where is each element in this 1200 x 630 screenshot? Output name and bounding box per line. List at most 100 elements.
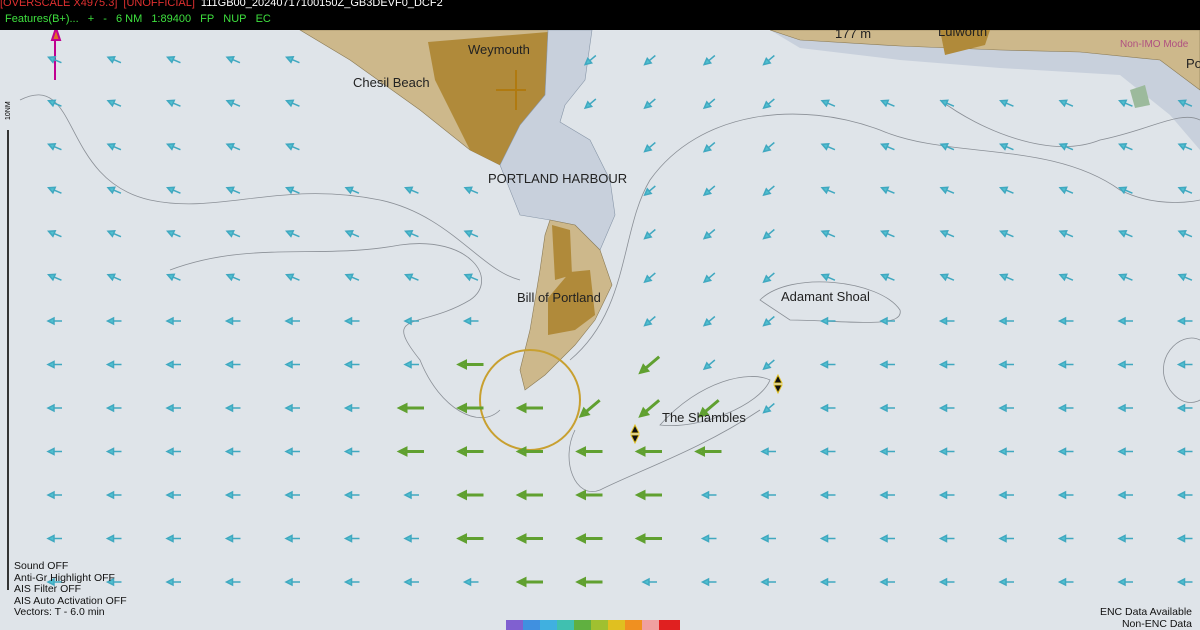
tidal-arrow bbox=[700, 490, 717, 500]
tidal-arrow bbox=[1177, 273, 1193, 282]
tidal-arrow bbox=[1057, 316, 1074, 326]
tidal-arrow bbox=[1117, 360, 1133, 369]
tidal-arrow bbox=[1117, 577, 1133, 587]
tidal-arrow bbox=[998, 316, 1014, 326]
tidal-arrow bbox=[106, 99, 122, 108]
scale-bar-label: 10NM bbox=[5, 101, 12, 120]
tidal-arrow bbox=[760, 490, 776, 500]
tidal-arrow bbox=[165, 403, 181, 413]
status-panel: Sound OFF Anti-Gr Highlight OFF AIS Filt… bbox=[14, 560, 127, 619]
tidal-arrow bbox=[1177, 230, 1193, 238]
status-line: AIS Auto Activation OFF bbox=[14, 594, 127, 607]
tidal-arrow bbox=[820, 186, 836, 195]
tidal-arrow bbox=[1177, 99, 1193, 108]
tidal-arrow bbox=[762, 272, 775, 284]
tidal-arrow bbox=[105, 447, 122, 456]
tidal-arrow bbox=[583, 54, 597, 66]
tidal-arrow bbox=[403, 577, 419, 587]
tidal-arrow bbox=[762, 98, 775, 110]
tidal-arrow bbox=[1176, 316, 1193, 326]
tidal-arrow bbox=[47, 186, 62, 195]
tidal-arrow bbox=[643, 185, 656, 197]
features[interactable]: Features(B+)... bbox=[5, 13, 79, 25]
tidal-arrow bbox=[105, 403, 122, 413]
tidal-arrow bbox=[879, 447, 895, 456]
tidal-arrow bbox=[165, 447, 181, 456]
fp[interactable]: FP bbox=[200, 13, 215, 25]
tidal-arrow bbox=[46, 534, 62, 543]
zoom-out[interactable]: - bbox=[103, 13, 107, 25]
tidal-arrow bbox=[1176, 534, 1193, 543]
tidal-arrow bbox=[165, 577, 181, 587]
tidal-arrow bbox=[1057, 534, 1074, 543]
tidal-arrow bbox=[105, 490, 122, 500]
tidal-arrow bbox=[284, 447, 300, 456]
tidal-arrow bbox=[285, 186, 300, 195]
tidal-arrow bbox=[1057, 490, 1074, 500]
tidal-arrow bbox=[880, 186, 895, 195]
chart-map[interactable]: 10NM Weymouth Chesil Beach PORTLAND HARB… bbox=[0, 30, 1200, 630]
position-cursor bbox=[496, 70, 526, 110]
tidal-arrow bbox=[166, 56, 181, 64]
tidal-arrow bbox=[999, 143, 1014, 151]
tidal-arrow bbox=[165, 490, 181, 500]
tidal-arrow bbox=[998, 360, 1014, 369]
place-label: Lulworth bbox=[938, 30, 987, 39]
tidal-arrow bbox=[999, 273, 1014, 282]
tidal-arrow bbox=[343, 447, 360, 456]
tidal-arrow bbox=[46, 403, 62, 413]
overscale: [OVERSCALE X4975.3] bbox=[0, 0, 118, 9]
tidal-arrow bbox=[879, 316, 895, 326]
tidal-arrow bbox=[999, 99, 1014, 108]
tidal-arrow bbox=[762, 359, 775, 371]
tidal-arrow bbox=[225, 273, 241, 282]
tidal-arrow bbox=[819, 403, 836, 413]
tidal-arrow bbox=[1117, 534, 1133, 543]
tidal-arrow bbox=[515, 489, 543, 501]
range[interactable]: 6 NM bbox=[115, 13, 143, 25]
scale[interactable]: 1:89400 bbox=[151, 13, 192, 25]
tidal-arrow bbox=[344, 186, 360, 195]
tidal-arrow bbox=[1057, 403, 1074, 413]
legend: ENC Data Available Non-ENC Data bbox=[1100, 606, 1192, 630]
tidal-arrow bbox=[1118, 230, 1133, 238]
status-line: Anti-Gr Highlight OFF bbox=[14, 571, 115, 584]
tidal-arrow bbox=[702, 54, 716, 66]
tidal-arrow bbox=[634, 533, 662, 544]
tidal-arrow bbox=[284, 490, 300, 500]
tidal-arrow bbox=[1117, 490, 1133, 500]
tidal-arrow bbox=[343, 403, 360, 413]
tidal-arrow bbox=[643, 54, 656, 66]
tidal-arrow bbox=[285, 56, 300, 64]
tidal-arrow bbox=[403, 490, 419, 500]
toolbar: Features(B+)... + - 6 NM 1:89400 FP NUP … bbox=[0, 9, 1200, 30]
place-label: Bill of Portland bbox=[517, 290, 601, 305]
zoom-in[interactable]: + bbox=[87, 13, 95, 25]
ec[interactable]: EC bbox=[255, 13, 271, 25]
orientation[interactable]: NUP bbox=[223, 13, 247, 25]
tidal-arrow bbox=[1058, 99, 1074, 108]
tidal-arrow bbox=[1058, 230, 1074, 238]
tidal-arrow bbox=[1118, 143, 1133, 151]
unofficial: [UNOFFICIAL] bbox=[123, 0, 195, 9]
tidal-arrow bbox=[47, 99, 62, 108]
legend-line: Non-ENC Data bbox=[1121, 617, 1192, 630]
depth-contours bbox=[19, 94, 1200, 492]
tidal-vectors bbox=[46, 54, 1193, 588]
tidal-arrow bbox=[820, 273, 836, 282]
tidal-arrow bbox=[938, 577, 955, 587]
tidal-arrow bbox=[344, 273, 360, 282]
tidal-arrow bbox=[165, 534, 181, 543]
tidal-arrow bbox=[1057, 360, 1074, 369]
place-label: PORTLAND HARBOUR bbox=[488, 171, 627, 186]
tidal-arrow bbox=[760, 577, 776, 587]
tidal-arrow bbox=[404, 186, 419, 195]
place-label: Chesil Beach bbox=[353, 75, 430, 90]
tidal-arrow bbox=[1118, 186, 1133, 195]
tidal-arrow bbox=[1176, 490, 1193, 500]
tidal-arrow bbox=[166, 99, 181, 108]
tidal-arrow bbox=[880, 143, 895, 151]
tidal-arrow bbox=[819, 534, 836, 543]
tidal-arrow bbox=[760, 447, 776, 456]
tidal-arrow bbox=[46, 490, 62, 500]
